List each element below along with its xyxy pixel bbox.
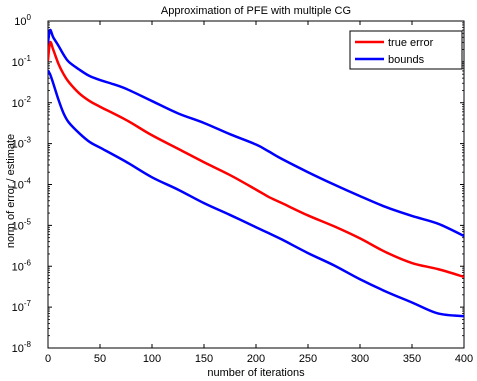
series-true-error (48, 40, 464, 279)
chart-title: Approximation of PFE with multiple CG (161, 5, 351, 17)
x-tick-label: 0 (45, 353, 51, 365)
x-tick-label: 350 (403, 353, 421, 365)
y-tick-label: 10-4 (12, 177, 32, 192)
legend-box (349, 30, 463, 70)
x-tick-label: 200 (247, 353, 265, 365)
y-tick-label: 100 (14, 13, 31, 28)
legend-label-true-error: true error (388, 37, 434, 49)
y-tick-label: 10-2 (12, 95, 32, 110)
legend: true error bounds (349, 30, 463, 70)
x-tick-label: 250 (299, 353, 317, 365)
x-axis-label: number of iterations (207, 367, 305, 379)
y-tick-label: 10-7 (12, 299, 32, 314)
x-tick-label: 400 (455, 353, 473, 365)
series-layer (48, 28, 464, 318)
x-tick-label: 50 (94, 353, 106, 365)
series-bound-lower (48, 69, 464, 318)
y-tick-label: 10-5 (12, 217, 32, 232)
y-tick-label: 10-1 (12, 54, 32, 69)
series-bound-upper (48, 28, 464, 238)
x-tick-label: 100 (143, 353, 161, 365)
x-axis: 0 50 100 150 200 250 300 350 400 (45, 21, 473, 365)
y-tick-label: 10-3 (12, 136, 32, 151)
x-tick-label: 300 (351, 353, 369, 365)
y-tick-label: 10-6 (12, 258, 32, 273)
y-tick-label: 10-8 (12, 340, 32, 355)
x-tick-label: 150 (195, 353, 213, 365)
legend-label-bounds: bounds (388, 54, 425, 66)
y-axis-label: norm of error / estimate (5, 134, 17, 248)
